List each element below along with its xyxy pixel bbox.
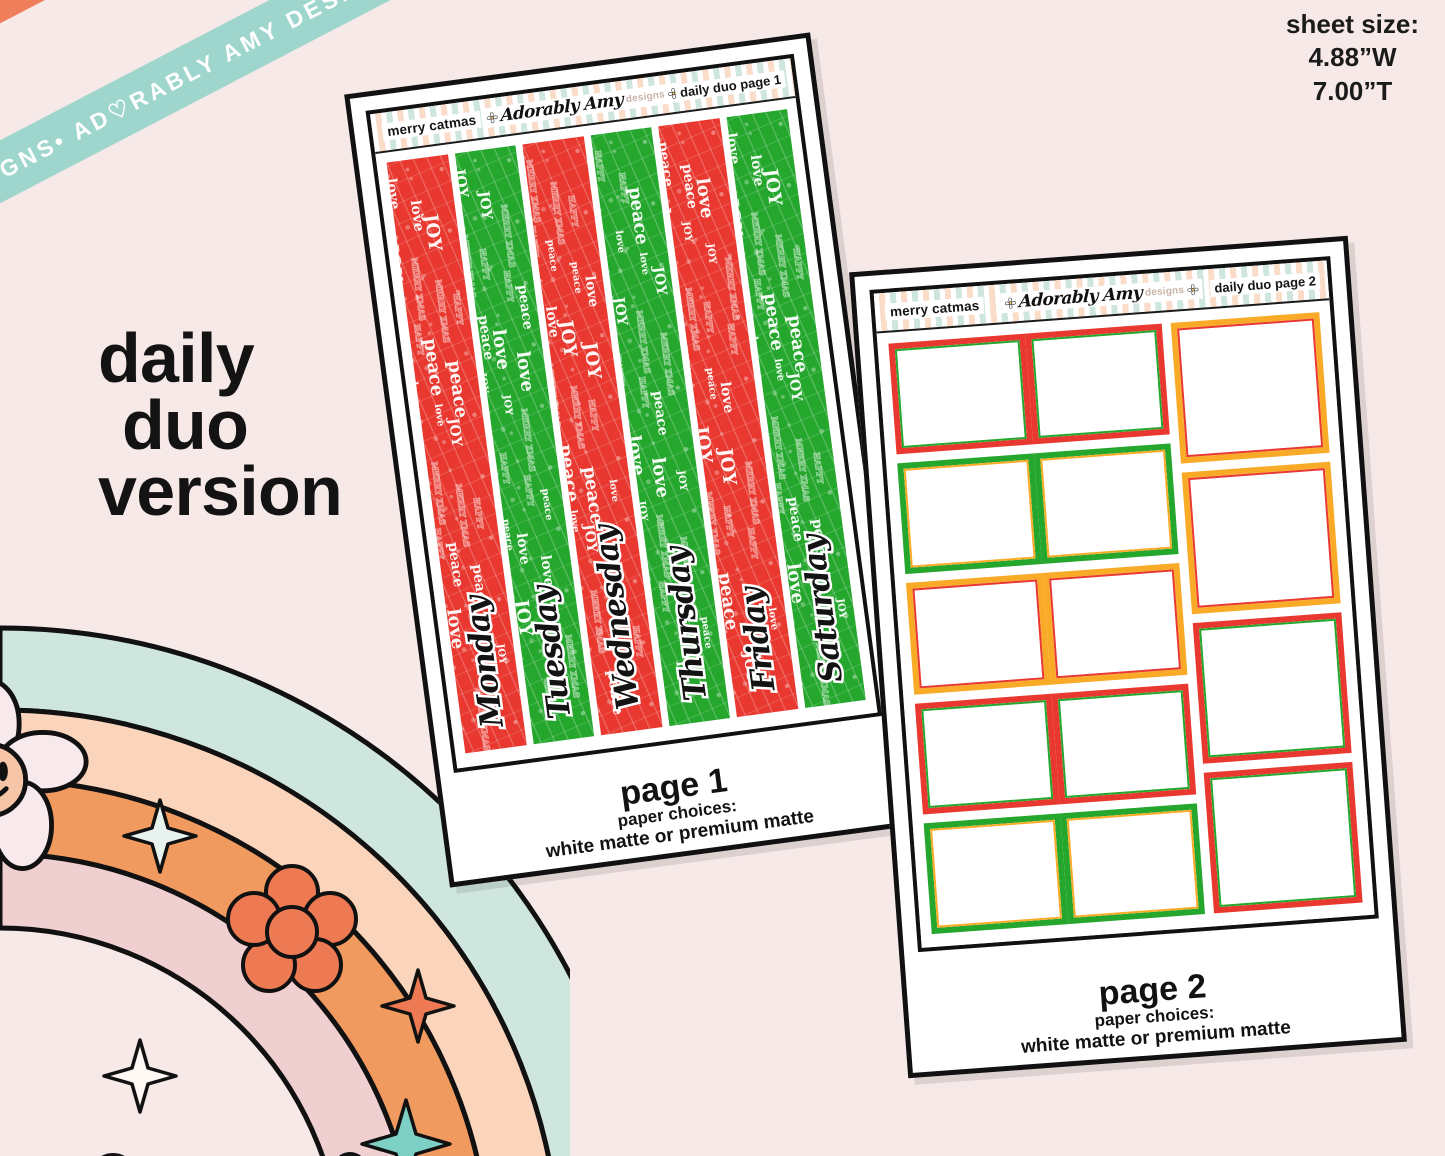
page-label: daily duo page 1 [674,69,786,102]
tall-box-sticker[interactable] [1203,761,1363,914]
box-sticker-inner-border [1049,569,1182,678]
page-1-sheet-header: merry catmas Adorably Amy designs [370,58,796,154]
smiley-daisy-flower [0,680,89,871]
box-sticker[interactable] [1051,683,1197,805]
box-sticker-inner-border [1177,318,1324,458]
box-sticker-row [888,323,1171,455]
box-sticker[interactable] [906,573,1051,695]
box-sticker-inner-border [1199,618,1346,758]
brand-logo: Adorably Amy designs [481,81,684,129]
page-2-sheet-header: merry catmas Adorably Amy designs [873,260,1330,334]
daisy-icon [1186,283,1199,295]
version-line-2: duo [122,385,249,464]
collection-name: merry catmas [381,110,483,141]
tall-box-sticker[interactable] [1170,312,1330,464]
page-2-sheet: merry catmas Adorably Amy designs [873,260,1375,948]
page-2-sheet-frame: merry catmas Adorably Amy designs [869,256,1379,953]
version-line-1: daily [98,319,255,397]
box-grid-right-column [1170,312,1363,914]
box-sticker-inner-border [1040,449,1173,559]
box-sticker[interactable] [1042,563,1188,685]
orange-flower [226,864,358,993]
brand-logo-sub: designs [1144,284,1185,299]
sheet-size-label: sheet size: [1286,9,1419,39]
daisy-icon [667,87,679,99]
daisy-icon [486,111,498,123]
version-block: daily duo version [98,319,343,530]
box-sticker-inner-border [930,819,1063,928]
box-sticker[interactable] [1060,803,1206,925]
box-sticker[interactable] [1025,323,1171,445]
sparkle-icon [380,968,456,1044]
sheet-size-height: 7.00”T [1312,75,1393,106]
box-sticker-inner-border [903,459,1036,569]
box-sticker[interactable] [914,693,1060,815]
sparkle-icon [122,798,198,874]
product-card-page-2: merry catmas Adorably Amy designs [849,235,1407,1079]
box-sticker-inner-border [1210,768,1357,907]
brand-logo-script: Adorably Amy [1018,282,1143,313]
brand-logo: Adorably Amy designs [1000,278,1203,314]
brand-logo-sub: designs [625,88,666,105]
box-sticker-row [906,563,1188,695]
sheet-size-width: 4.88”W [1308,42,1397,73]
page-label: daily duo page 2 [1209,271,1321,297]
page-1-sheet-frame: merry catmas Adorably Amy designs [365,53,883,774]
sheet-size-block: sheet size: 4.88”W 7.00”T [1286,8,1419,108]
sparkle-icon [360,1098,452,1156]
box-sticker[interactable] [1034,443,1179,565]
box-sticker-inner-border [894,340,1027,449]
box-sticker-row [914,683,1197,815]
collection-name: merry catmas [884,296,985,321]
box-sticker-inner-border [1058,689,1191,798]
version-line-3: version [98,452,343,530]
page-2-caption: page 2 paper choices: white matte or pre… [907,955,1401,1067]
box-sticker-inner-border [1031,330,1164,439]
box-grid-left-column [888,323,1206,935]
tall-box-sticker[interactable] [1192,611,1352,764]
box-sticker[interactable] [923,813,1069,935]
box-sticker[interactable] [888,333,1034,455]
box-sticker-row [897,443,1179,575]
box-sticker-inner-border [921,699,1054,808]
tall-box-sticker[interactable] [1181,461,1341,614]
box-sticker-inner-border [1188,468,1335,608]
page-1-sheet: merry catmas Adorably Amy designs [370,58,878,769]
box-sticker[interactable] [897,453,1043,575]
product-card-page-1: merry catmas Adorably Amy designs [344,32,916,888]
sparkle-icon [102,1038,178,1114]
page-2-box-sticker-grid [877,300,1375,948]
box-sticker-inner-border [912,579,1045,688]
box-sticker-inner-border [1066,809,1199,918]
box-sticker-row [923,803,1206,935]
daisy-icon [1004,297,1017,309]
brand-logo-script: Adorably Amy [500,89,624,127]
